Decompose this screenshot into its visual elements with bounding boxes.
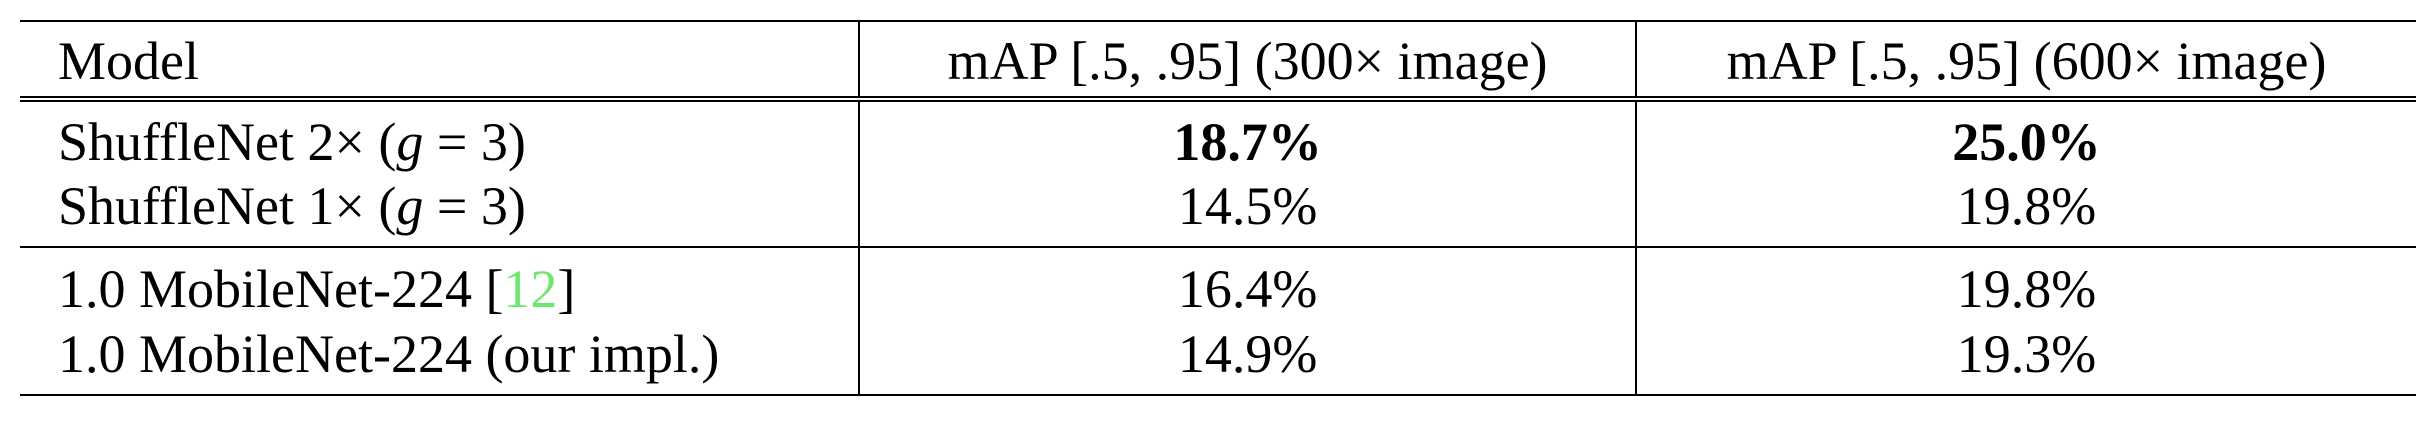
table-group-shufflenet: ShuffleNet 2× (g = 3) 18.7% 25.0% Shuffl… — [20, 96, 2416, 247]
cell-map-300: 18.7% — [858, 96, 1637, 173]
table-row: 1.0 MobileNet-224 [12] 16.4% 19.8% — [20, 246, 2416, 321]
model-suffix: = 3) — [423, 175, 526, 236]
cell-map-600: 19.8% — [1635, 246, 2416, 321]
cell-map-600: 19.8% — [1635, 173, 2416, 247]
cell-model: 1.0 MobileNet-224 (our impl.) — [20, 321, 860, 396]
model-suffix: = 3) — [423, 111, 526, 172]
table-row: 1.0 MobileNet-224 (our impl.) 14.9% 19.3… — [20, 321, 2416, 396]
model-suffix: ] — [557, 258, 576, 319]
model-prefix: 1.0 MobileNet-224 [ — [58, 258, 504, 319]
cell-model: ShuffleNet 1× (g = 3) — [20, 173, 859, 247]
model-variable: g — [396, 175, 424, 236]
cell-map-600: 25.0% — [1635, 96, 2416, 173]
header-model: Model — [20, 20, 860, 99]
model-variable: g — [396, 111, 424, 172]
model-prefix: ShuffleNet 2× ( — [58, 111, 397, 172]
cell-model: 1.0 MobileNet-224 [12] — [20, 246, 860, 321]
cell-map-600: 19.3% — [1635, 321, 2416, 396]
table-header: Model mAP [.5, .95] (300× image) mAP [.5… — [20, 20, 2416, 99]
table-group-mobilenet: 1.0 MobileNet-224 [12] 16.4% 19.8% 1.0 M… — [20, 246, 2416, 396]
table-row: ShuffleNet 2× (g = 3) 18.7% 25.0% — [20, 96, 2416, 173]
model-prefix: ShuffleNet 1× ( — [58, 175, 397, 236]
header-map-600: mAP [.5, .95] (600× image) — [1635, 20, 2416, 99]
cell-map-300: 14.5% — [858, 173, 1637, 247]
cell-map-300: 16.4% — [858, 246, 1637, 321]
results-table: Model mAP [.5, .95] (300× image) mAP [.5… — [20, 20, 2416, 396]
citation-link[interactable]: 12 — [503, 258, 558, 319]
header-row: Model mAP [.5, .95] (300× image) mAP [.5… — [20, 20, 2416, 99]
results-table-container: Model mAP [.5, .95] (300× image) mAP [.5… — [20, 20, 2416, 396]
cell-map-300: 14.9% — [858, 321, 1637, 396]
cell-model: ShuffleNet 2× (g = 3) — [20, 96, 860, 173]
table-row: ShuffleNet 1× (g = 3) 14.5% 19.8% — [20, 173, 2416, 247]
header-map-300: mAP [.5, .95] (300× image) — [858, 20, 1637, 99]
